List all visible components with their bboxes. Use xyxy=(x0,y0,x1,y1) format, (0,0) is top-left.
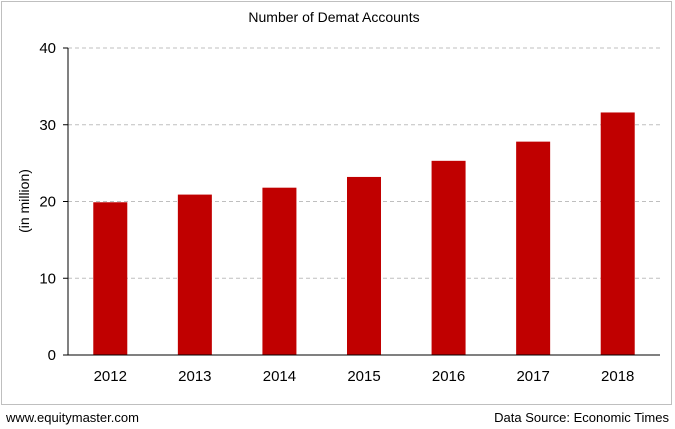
y-tick-label: 10 xyxy=(39,270,56,287)
bar-2016 xyxy=(431,160,466,355)
bar-2013 xyxy=(177,194,212,355)
x-tick-label: 2017 xyxy=(516,368,549,385)
bar-2018 xyxy=(600,112,635,355)
bar-2015 xyxy=(347,176,381,355)
chart-title: Number of Demat Accounts xyxy=(248,9,419,25)
x-tick-label: 2016 xyxy=(432,368,465,385)
bar-2012 xyxy=(93,202,128,355)
y-tick-label: 40 xyxy=(39,40,56,57)
x-tick-label: 2013 xyxy=(178,368,211,385)
x-tick-label: 2012 xyxy=(94,368,127,385)
y-tick-label: 30 xyxy=(39,117,56,134)
y-tick-label: 0 xyxy=(48,347,56,364)
website-credit: www.equitymaster.com xyxy=(6,410,139,425)
y-axis-label: (in million) xyxy=(16,169,32,233)
x-tick-label: 2015 xyxy=(347,368,380,385)
x-tick-label: 2018 xyxy=(601,368,634,385)
y-tick-label: 20 xyxy=(39,194,56,211)
data-source: Data Source: Economic Times xyxy=(494,410,669,425)
x-tick-label: 2014 xyxy=(263,368,296,385)
bar-2017 xyxy=(516,141,551,355)
bar-2014 xyxy=(262,187,297,355)
